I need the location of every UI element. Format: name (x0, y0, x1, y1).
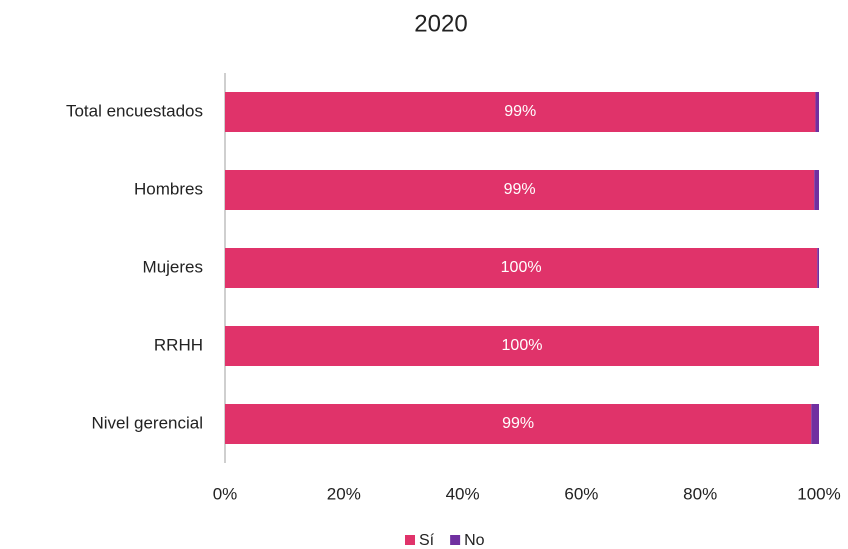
data-label: 99% (502, 415, 534, 432)
x-tick-label: 100% (797, 484, 840, 503)
data-label: 99% (504, 181, 536, 198)
chart-title: 2020 (414, 10, 467, 37)
x-tick-label: 60% (564, 484, 598, 503)
bar-segment (225, 326, 819, 366)
data-label: 99% (504, 103, 536, 120)
bar-segment (225, 404, 812, 444)
bar-segment (811, 404, 819, 444)
bar-segment (814, 170, 819, 210)
y-tick-label: Nivel gerencial (92, 413, 204, 432)
bar-segment (225, 92, 816, 132)
x-tick-label: 80% (683, 484, 717, 503)
y-tick-label: Total encuestados (66, 101, 203, 120)
bar-segment (817, 248, 819, 288)
y-tick-label: Mujeres (143, 257, 203, 276)
bar-segment (815, 92, 819, 132)
bar-segment (225, 170, 815, 210)
legend-label: Sí (419, 532, 435, 549)
x-tick-label: 20% (327, 484, 361, 503)
data-label: 100% (501, 259, 542, 276)
legend-label: No (464, 532, 485, 549)
bar-segment (225, 248, 818, 288)
legend-swatch (450, 535, 461, 545)
x-tick-label: 0% (213, 484, 238, 503)
data-label: 100% (502, 337, 543, 354)
y-tick-label: RRHH (154, 335, 203, 354)
y-tick-label: Hombres (134, 179, 203, 198)
legend-swatch (405, 535, 415, 545)
x-tick-label: 40% (446, 484, 480, 503)
